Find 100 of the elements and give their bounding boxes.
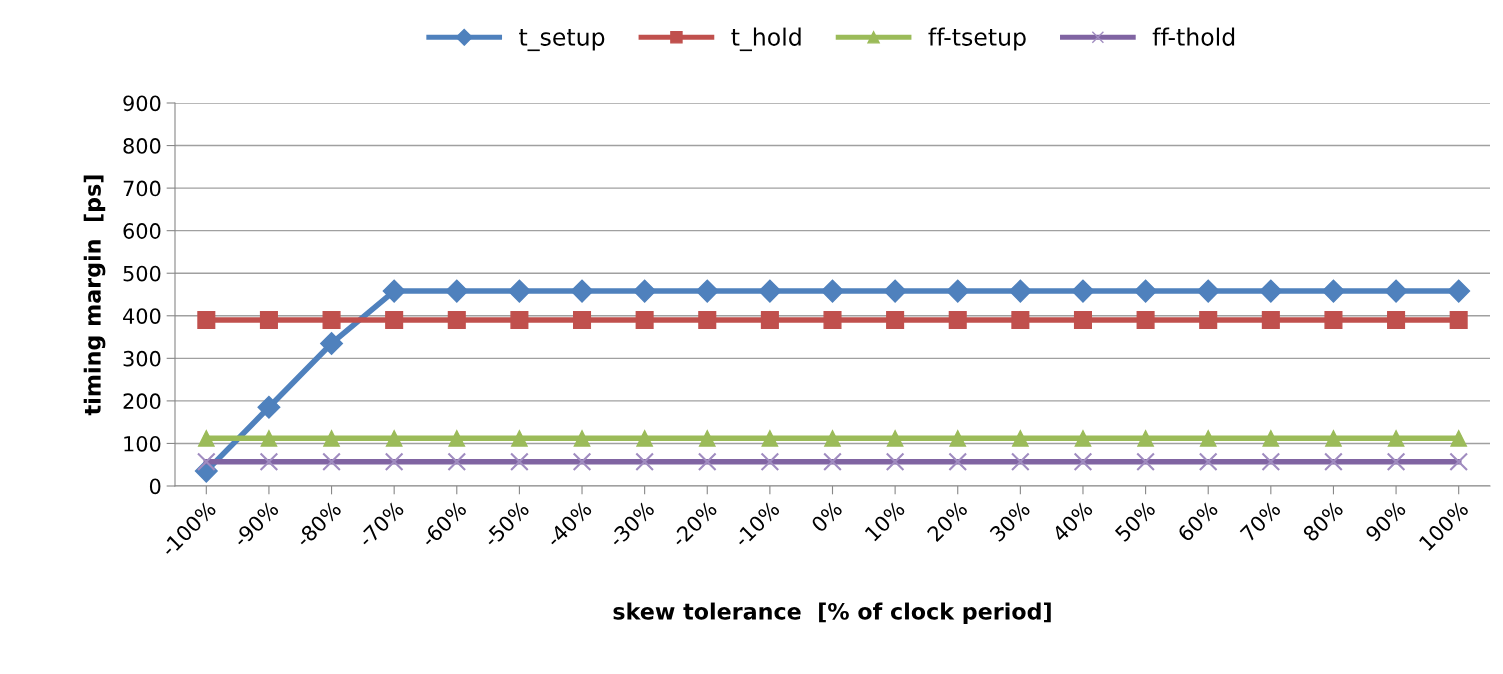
- point: [885, 452, 905, 472]
- point: [698, 430, 716, 447]
- point: [1447, 279, 1471, 303]
- x-axis-title: skew tolerance [% of clock period]: [613, 602, 1051, 625]
- point: [197, 430, 215, 447]
- y-tick-label: 0: [149, 478, 161, 495]
- point: [761, 430, 779, 447]
- y-tick-label: 200: [123, 393, 161, 410]
- point: [1449, 452, 1469, 472]
- point: [823, 452, 842, 472]
- point: [948, 452, 968, 472]
- point: [572, 452, 592, 472]
- point: [445, 279, 469, 303]
- point: [511, 430, 528, 447]
- point: [320, 331, 344, 355]
- point: [1198, 452, 1218, 472]
- point: [1071, 279, 1095, 303]
- point: [698, 311, 717, 330]
- point: [510, 311, 529, 330]
- legend-label: t_setup: [519, 28, 605, 52]
- x-tick-label: 0%: [810, 500, 844, 533]
- point: [1136, 311, 1155, 330]
- point: [1321, 279, 1345, 303]
- point: [1324, 311, 1343, 330]
- point: [1325, 430, 1342, 447]
- point: [259, 311, 278, 330]
- point: [1196, 279, 1220, 303]
- point: [886, 311, 905, 330]
- legend-label: t_hold: [731, 27, 801, 52]
- point: [322, 311, 341, 330]
- point: [949, 430, 967, 447]
- y-tick-label: 100: [124, 435, 161, 452]
- point: [946, 279, 970, 303]
- point: [1134, 279, 1158, 303]
- point: [323, 430, 340, 447]
- point: [1259, 279, 1283, 303]
- point: [758, 279, 782, 303]
- point: [883, 279, 907, 303]
- legend-label: ff-thold: [1152, 27, 1235, 46]
- point: [636, 430, 653, 447]
- y-tick-label: 400: [123, 308, 161, 324]
- point: [1073, 452, 1093, 472]
- point: [1324, 452, 1343, 472]
- point: [510, 452, 529, 472]
- point: [1262, 430, 1280, 447]
- point: [322, 452, 341, 472]
- legend-label: ff-tsetup: [928, 27, 1026, 51]
- point: [259, 452, 279, 472]
- point: [1384, 279, 1408, 303]
- point: [1386, 452, 1406, 472]
- point: [824, 430, 841, 447]
- point: [1199, 311, 1218, 330]
- point: [1136, 452, 1155, 472]
- point: [635, 452, 655, 472]
- point: [1073, 311, 1093, 330]
- point: [1008, 279, 1032, 303]
- point: [572, 311, 592, 330]
- y-tick-label: 500: [123, 265, 161, 282]
- point: [196, 452, 216, 472]
- y-axis-title: timing margin [ps]: [83, 175, 106, 416]
- point: [1010, 452, 1030, 472]
- point: [1199, 430, 1217, 447]
- y-tick-label: 700: [123, 180, 161, 197]
- point: [1011, 311, 1030, 330]
- point: [382, 279, 406, 303]
- y-tick-label: 800: [123, 138, 161, 154]
- point: [448, 430, 466, 447]
- point: [635, 311, 654, 330]
- point: [760, 311, 779, 330]
- point: [447, 311, 466, 330]
- point: [823, 311, 842, 330]
- point: [385, 311, 404, 330]
- point: [1137, 430, 1154, 447]
- point: [257, 395, 281, 419]
- point: [1261, 311, 1280, 330]
- point: [1012, 430, 1029, 447]
- point: [197, 311, 216, 330]
- y-tick-label: 300: [123, 350, 161, 367]
- point: [695, 279, 719, 303]
- point: [1074, 430, 1092, 447]
- point: [633, 279, 657, 303]
- point: [1450, 430, 1468, 447]
- point: [697, 452, 717, 472]
- point: [260, 430, 278, 447]
- point: [1387, 430, 1405, 447]
- point: [507, 279, 531, 303]
- y-tick-label: 900: [123, 95, 161, 112]
- point: [385, 430, 403, 447]
- point: [1449, 311, 1468, 330]
- point: [447, 452, 467, 472]
- point: [384, 452, 404, 472]
- point: [821, 279, 844, 303]
- y-tick-label: 600: [123, 223, 161, 239]
- point: [1261, 452, 1281, 472]
- point: [573, 430, 591, 447]
- point: [886, 430, 904, 447]
- point: [570, 279, 594, 303]
- point: [948, 311, 967, 330]
- point: [760, 452, 780, 472]
- point: [1387, 311, 1406, 330]
